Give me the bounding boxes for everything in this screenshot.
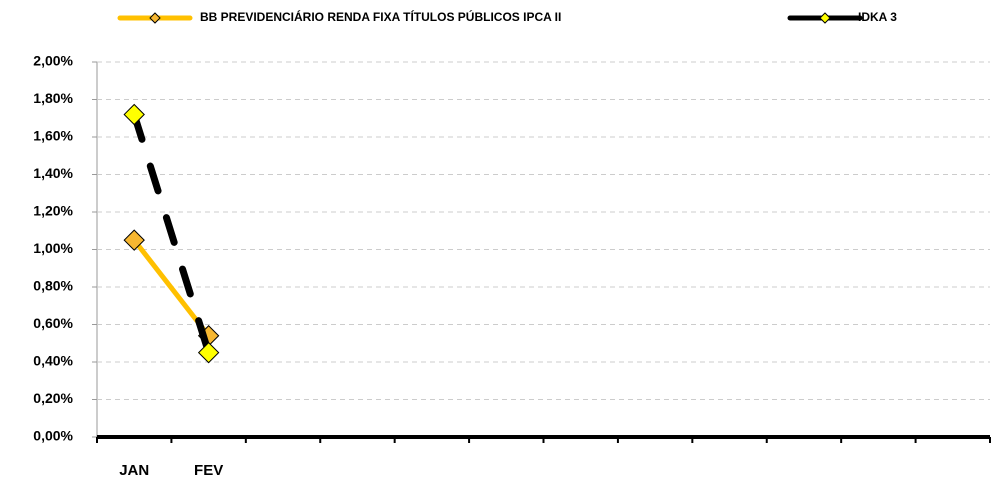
y-tick-label: 2,00% xyxy=(33,53,73,69)
marker xyxy=(123,229,145,251)
marker xyxy=(197,341,220,364)
marker xyxy=(123,103,145,126)
y-tick-label: 0,40% xyxy=(33,353,73,369)
y-tick-label: 0,00% xyxy=(33,428,73,444)
y-tick-label: 0,60% xyxy=(33,315,73,331)
x-tick-label: FEV xyxy=(194,462,223,479)
y-tick-label: 0,20% xyxy=(33,390,73,406)
y-tick-label: 1,00% xyxy=(33,240,73,256)
series-line xyxy=(130,111,213,357)
y-tick-label: 1,60% xyxy=(33,128,73,144)
legend-label: BB PREVIDENCIÁRIO RENDA FIXA TÍTULOS PÚB… xyxy=(200,9,561,24)
legend-marker xyxy=(819,12,831,24)
y-tick-label: 1,80% xyxy=(33,90,73,106)
y-tick-label: 0,80% xyxy=(33,278,73,294)
y-tick-label: 1,40% xyxy=(33,165,73,181)
y-tick-label: 1,20% xyxy=(33,203,73,219)
legend-marker xyxy=(149,12,161,24)
legend-label: IDKA 3 xyxy=(858,10,897,24)
x-tick-label: JAN xyxy=(119,462,149,479)
